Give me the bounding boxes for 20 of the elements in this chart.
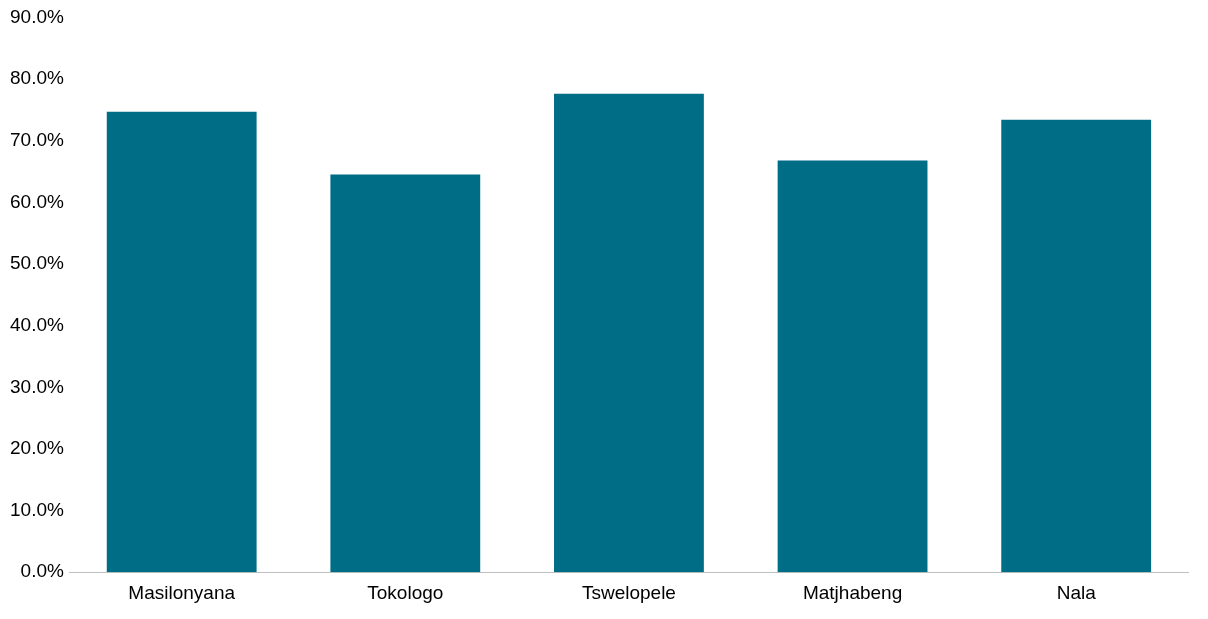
x-tick-label: Matjhabeng bbox=[802, 581, 903, 603]
y-tick-label: 50.0% bbox=[10, 252, 64, 274]
x-tick-label: Tswelopele bbox=[581, 581, 676, 603]
y-tick-label: 10.0% bbox=[10, 498, 64, 520]
y-tick-label: 30.0% bbox=[10, 375, 64, 397]
y-tick-label: 0.0% bbox=[20, 560, 64, 582]
y-tick-label: 20.0% bbox=[10, 437, 64, 459]
bar bbox=[777, 160, 928, 573]
y-tick-label: 60.0% bbox=[10, 190, 64, 212]
bar bbox=[1001, 119, 1152, 573]
y-tick-label: 90.0% bbox=[10, 5, 64, 27]
y-tick-label: 40.0% bbox=[10, 313, 64, 335]
bar bbox=[330, 174, 481, 573]
y-tick-label: 80.0% bbox=[10, 67, 64, 89]
x-tick-label: Nala bbox=[1056, 581, 1097, 603]
y-tick-label: 70.0% bbox=[10, 128, 64, 150]
bar bbox=[554, 93, 704, 573]
x-tick-label: Masilonyana bbox=[128, 581, 236, 603]
bar bbox=[106, 111, 257, 573]
x-tick-label: Tokologo bbox=[367, 581, 444, 603]
